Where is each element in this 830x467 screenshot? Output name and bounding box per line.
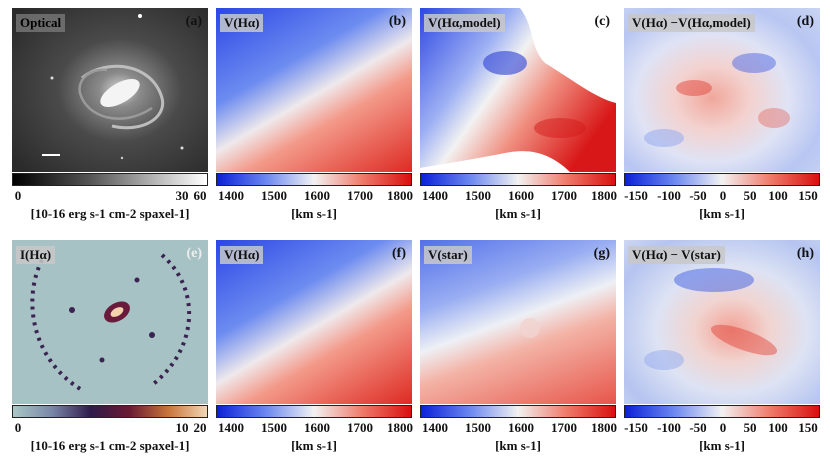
residual-map: [624, 8, 820, 172]
colorbar-ticks: -150 -100 -50 0 50 100 150: [624, 420, 820, 436]
tick-label: -50: [689, 188, 707, 203]
panel-b-velocity-halpha: V(Hα) (b) 1400 1500 1600 1700 1800 [km s…: [216, 8, 413, 221]
tick-label: -50: [689, 420, 707, 435]
tick-label: 150: [798, 420, 818, 435]
velocity-model-map: [420, 8, 616, 172]
tick-label: 20: [193, 420, 207, 435]
panel-label: Optical: [16, 14, 66, 32]
colorbar: [12, 173, 208, 186]
colorbar-ticks: 1400 1500 1600 1700 1800: [420, 188, 617, 204]
tick-label: 0: [14, 420, 22, 435]
tick-label: 1500: [261, 188, 287, 203]
panel-letter: (d): [796, 14, 814, 29]
intensity-map: [12, 240, 208, 404]
colorbar-unit: [km s-1]: [699, 206, 745, 221]
velocity-map: [216, 240, 412, 404]
panel-g-velocity-star: V(star) (g) 1400 1500 1600 1700 1800 [km…: [420, 240, 617, 453]
stellar-velocity-map: [420, 240, 616, 404]
panel-letter: (e): [186, 246, 202, 261]
colorbar-unit: [10-16 erg s-1 cm-2 spaxel-1]: [30, 438, 190, 453]
colorbar-ticks: 1400 1500 1600 1700 1800: [216, 188, 413, 204]
tick-label: 100: [768, 188, 788, 203]
tick-label: 1600: [304, 420, 330, 435]
panel-letter: (f): [392, 246, 406, 261]
tick-label: 1400: [218, 420, 244, 435]
tick-label: -150: [624, 420, 648, 435]
tick-label: -100: [657, 188, 681, 203]
tick-label: 1700: [347, 420, 373, 435]
panel-a-optical: Optical (a) 0 30 60 [10-16 erg s-1 cm-2 …: [12, 8, 208, 221]
tick-label: 50: [743, 188, 757, 203]
tick-label: 1600: [508, 188, 534, 203]
panel-label: V(Hα,model): [424, 14, 505, 32]
tick-label: 60: [193, 188, 207, 203]
tick-label: 1700: [551, 188, 577, 203]
colorbar: [420, 405, 616, 418]
tick-label: 150: [798, 188, 818, 203]
colorbar: [624, 173, 820, 186]
tick-label: 1700: [347, 188, 373, 203]
tick-label: 1500: [465, 420, 491, 435]
tick-label: 1800: [387, 188, 413, 203]
tick-label: 1600: [508, 420, 534, 435]
panel-label: V(Hα): [220, 246, 264, 264]
colorbar-ticks: 0 30 60: [12, 188, 208, 204]
panel-letter: (g): [593, 246, 610, 261]
colorbar-unit: [km s-1]: [291, 206, 337, 221]
tick-label: 100: [768, 420, 788, 435]
optical-image: [12, 8, 208, 172]
tick-label: 50: [743, 420, 757, 435]
tick-label: 1800: [591, 420, 617, 435]
colorbar-ticks: -150 -100 -50 0 50 100 150: [624, 188, 820, 204]
colorbar-unit: [km s-1]: [291, 438, 337, 453]
panel-letter: (c): [594, 14, 610, 29]
colorbar-ticks: 0 10 20: [12, 420, 208, 436]
panel-label: V(Hα) − V(star): [628, 246, 725, 264]
tick-label: 1600: [304, 188, 330, 203]
colorbar-unit: [km s-1]: [495, 206, 541, 221]
panel-label: I(Hα): [16, 246, 56, 264]
tick-label: 0: [14, 188, 22, 203]
colorbar-ticks: 1400 1500 1600 1700 1800: [420, 420, 617, 436]
tick-label: 1800: [591, 188, 617, 203]
tick-label: 0: [719, 420, 727, 435]
tick-label: 30: [175, 188, 189, 203]
tick-label: 1400: [422, 420, 448, 435]
colorbar: [216, 405, 412, 418]
colorbar: [216, 173, 412, 186]
colorbar: [420, 173, 616, 186]
colorbar-unit: [km s-1]: [699, 438, 745, 453]
colorbar-ticks: 1400 1500 1600 1700 1800: [216, 420, 413, 436]
colorbar-unit: [10-16 erg s-1 cm-2 spaxel-1]: [30, 206, 190, 221]
panel-c-velocity-model: V(Hα,model) (c) 1400 1500 1600 1700 1800…: [420, 8, 617, 221]
panel-letter: (b): [388, 14, 406, 29]
panel-e-intensity-halpha: I(Hα) (e) 0 10 20 [10-16 erg s-1 cm-2 sp…: [12, 240, 208, 453]
tick-label: 1800: [387, 420, 413, 435]
panel-letter: (h): [796, 246, 814, 261]
colorbar: [624, 405, 820, 418]
tick-label: 1500: [465, 188, 491, 203]
tick-label: 1500: [261, 420, 287, 435]
tick-label: 1400: [218, 188, 244, 203]
panel-d-velocity-residual: V(Hα) −V(Hα,model) (d) -150 -100 -50 0 5…: [624, 8, 820, 221]
tick-label: 1700: [551, 420, 577, 435]
panel-label: V(Hα) −V(Hα,model): [628, 14, 755, 32]
velocity-map: [216, 8, 412, 172]
panel-label: V(star): [424, 246, 472, 264]
panel-f-velocity-halpha: V(Hα) (f) 1400 1500 1600 1700 1800 [km s…: [216, 240, 413, 453]
velocity-difference-map: [624, 240, 820, 404]
panel-letter: (a): [185, 14, 202, 29]
colorbar: [12, 405, 208, 418]
tick-label: -100: [657, 420, 681, 435]
tick-label: 10: [175, 420, 189, 435]
tick-label: 1400: [422, 188, 448, 203]
colorbar-unit: [km s-1]: [495, 438, 541, 453]
tick-label: 0: [719, 188, 727, 203]
tick-label: -150: [624, 188, 648, 203]
panel-label: V(Hα): [220, 14, 264, 32]
panel-h-velocity-difference: V(Hα) − V(star) (h) -150 -100 -50 0 50 1…: [624, 240, 820, 453]
